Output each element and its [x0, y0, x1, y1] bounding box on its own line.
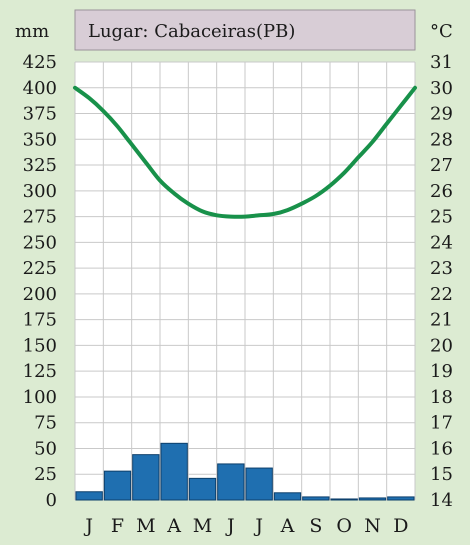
- right-tick-label: 18: [430, 387, 453, 408]
- left-tick-label: 150: [23, 335, 57, 356]
- x-tick-label: A: [280, 515, 295, 537]
- left-tick-label: 400: [23, 78, 57, 99]
- left-tick-label: 350: [23, 129, 57, 150]
- left-tick-label: 375: [23, 104, 57, 125]
- left-tick-label: 300: [23, 181, 57, 202]
- precipitation-bar: [132, 454, 160, 501]
- right-tick-label: 26: [430, 181, 453, 202]
- precipitation-bar: [217, 463, 245, 501]
- right-tick-label: 29: [430, 104, 453, 125]
- right-tick-label: 19: [430, 361, 453, 382]
- right-tick-label: 22: [430, 284, 453, 305]
- left-axis-unit: mm: [15, 21, 49, 42]
- precipitation-bar: [245, 467, 273, 501]
- x-tick-label: N: [364, 515, 381, 537]
- right-tick-label: 14: [430, 490, 453, 511]
- x-tick-label: J: [253, 515, 263, 537]
- title-band: [74, 9, 416, 51]
- precipitation-bar: [358, 497, 387, 501]
- left-tick-label: 50: [34, 438, 57, 459]
- temperature-line: [73, 85, 417, 219]
- right-axis-ticks: 14 15 16 17 18 19 20 21 22 23 24 25 26 27 28 29 30 31: [430, 52, 453, 511]
- left-tick-label: 25: [34, 464, 57, 485]
- right-tick-label: 16: [430, 438, 453, 459]
- x-tick-label: D: [393, 515, 408, 537]
- right-tick-label: 28: [430, 129, 453, 150]
- x-tick-label: M: [136, 515, 155, 537]
- right-tick-label: 20: [430, 335, 453, 356]
- right-tick-label: 23: [430, 258, 453, 279]
- left-tick-label: 0: [46, 490, 57, 511]
- right-tick-label: 15: [430, 464, 453, 485]
- left-tick-label: 75: [34, 413, 57, 434]
- left-tick-label: 100: [23, 387, 57, 408]
- precipitation-bar: [387, 496, 415, 501]
- right-tick-label: 30: [430, 78, 453, 99]
- precipitation-bar: [330, 498, 358, 501]
- x-tick-label: O: [336, 515, 352, 537]
- left-tick-label: 200: [23, 284, 57, 305]
- precipitation-bar: [75, 491, 103, 501]
- left-tick-label: 125: [23, 361, 57, 382]
- chart-title: Lugar: Cabaceiras(PB): [88, 21, 295, 42]
- left-tick-label: 325: [23, 155, 57, 176]
- x-tick-label: A: [166, 515, 181, 537]
- left-tick-label: 425: [23, 52, 57, 73]
- precipitation-bars: [75, 442, 415, 501]
- x-tick-label: M: [193, 515, 212, 537]
- precipitation-bar: [273, 492, 302, 501]
- left-tick-label: 250: [23, 232, 57, 253]
- grid: [74, 61, 416, 501]
- precipitation-bar: [188, 477, 217, 501]
- precipitation-bar: [103, 470, 132, 501]
- precipitation-bar: [160, 442, 188, 501]
- x-tick-label: J: [225, 515, 235, 537]
- right-tick-label: 27: [430, 155, 453, 176]
- left-tick-label: 275: [23, 207, 57, 228]
- right-axis-unit: °C: [430, 21, 453, 42]
- x-tick-label: F: [111, 515, 124, 537]
- left-tick-label: 225: [23, 258, 57, 279]
- left-axis-ticks: 0 25 50 75 100 125 150 175 200 225 250 275 300 325 350…: [23, 52, 57, 511]
- left-tick-label: 175: [23, 310, 57, 331]
- right-tick-label: 25: [430, 207, 453, 228]
- right-tick-label: 31: [430, 52, 453, 73]
- right-tick-label: 21: [430, 310, 453, 331]
- right-tick-label: 17: [430, 413, 453, 434]
- x-tick-label: S: [309, 515, 322, 537]
- right-tick-label: 24: [430, 232, 453, 253]
- precipitation-bar: [302, 496, 330, 501]
- x-tick-label: J: [83, 515, 93, 537]
